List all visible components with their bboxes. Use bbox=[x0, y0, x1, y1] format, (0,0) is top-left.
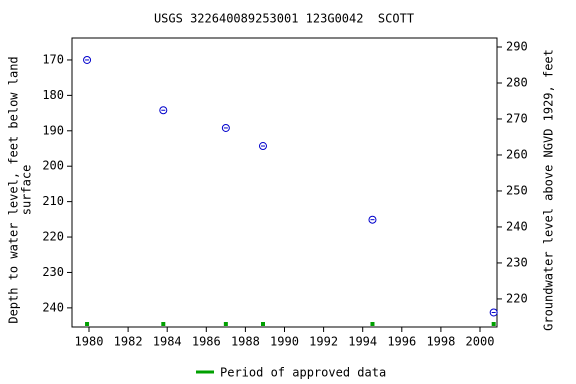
y2-axis-label: Groundwater level above NGVD 1929, feet bbox=[542, 49, 556, 331]
x-tick-label: 1992 bbox=[309, 335, 338, 349]
x-tick-label: 1996 bbox=[387, 335, 416, 349]
x-tick-label: 1988 bbox=[231, 335, 260, 349]
x-tick-label: 1986 bbox=[192, 335, 221, 349]
approved-period bbox=[161, 322, 166, 326]
legend-label: Period of approved data bbox=[220, 366, 386, 380]
y-tick-label: 230 bbox=[42, 265, 64, 279]
y-tick-label: 190 bbox=[42, 123, 64, 137]
x-tick-label: 1980 bbox=[75, 335, 104, 349]
y-tick-label: 170 bbox=[42, 52, 64, 66]
approved-period bbox=[223, 322, 228, 326]
chart-title: USGS 322640089253001 123G0042 SCOTT bbox=[154, 12, 414, 26]
y2-tick-label: 270 bbox=[506, 111, 528, 125]
y2-tick-label: 280 bbox=[506, 75, 528, 89]
y-tick-label: 210 bbox=[42, 194, 64, 208]
approved-period bbox=[85, 322, 90, 326]
data-point bbox=[159, 106, 168, 115]
y2-tick-label: 250 bbox=[506, 183, 528, 197]
y-tick-label: 240 bbox=[42, 300, 64, 314]
data-point bbox=[258, 142, 267, 151]
data-point bbox=[83, 55, 92, 64]
data-point bbox=[368, 215, 377, 224]
x-tick-label: 1990 bbox=[270, 335, 299, 349]
y2-tick-label: 230 bbox=[506, 255, 528, 269]
data-point bbox=[221, 123, 230, 132]
data-point bbox=[489, 308, 498, 317]
y-tick-label: 200 bbox=[42, 159, 64, 173]
x-tick-label: 1984 bbox=[153, 335, 182, 349]
approved-period bbox=[260, 322, 265, 326]
x-tick-label: 1982 bbox=[114, 335, 143, 349]
y2-tick-label: 290 bbox=[506, 39, 528, 53]
x-tick-label: 2000 bbox=[466, 335, 495, 349]
x-tick-label: 1994 bbox=[348, 335, 377, 349]
y-tick-label: 180 bbox=[42, 88, 64, 102]
approved-period bbox=[370, 322, 375, 326]
y-axis-label: surface bbox=[20, 165, 34, 216]
plot-frame bbox=[71, 37, 498, 328]
approved-period bbox=[491, 322, 496, 326]
y2-tick-label: 220 bbox=[506, 291, 528, 305]
y2-tick-label: 240 bbox=[506, 219, 528, 233]
y-axis-label: Depth to water level, feet below land bbox=[7, 56, 21, 323]
y-tick-label: 220 bbox=[42, 230, 64, 244]
x-tick-label: 1998 bbox=[426, 335, 455, 349]
y2-tick-label: 260 bbox=[506, 147, 528, 161]
